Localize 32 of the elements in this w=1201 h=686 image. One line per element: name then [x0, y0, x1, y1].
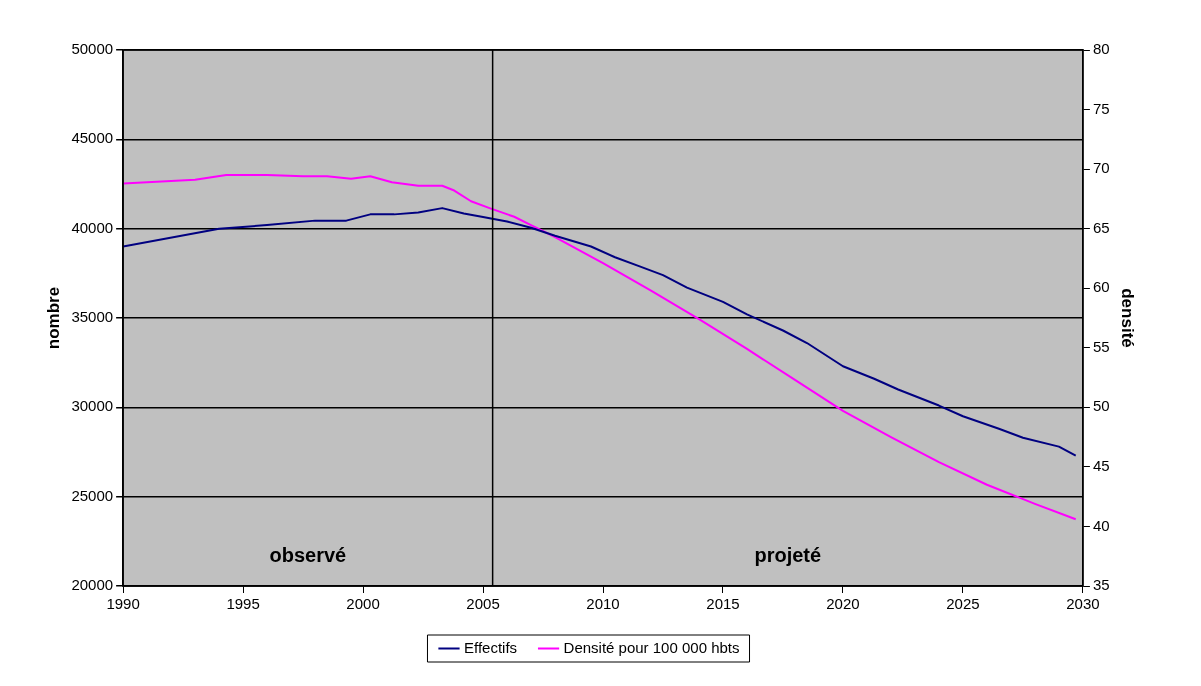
y2-tick-label: 60 [1092, 278, 1110, 296]
y-tick-label: 45000 [71, 129, 114, 147]
x-tick-label: 1995 [226, 595, 260, 613]
x-tick-label: 2000 [346, 595, 380, 613]
y2-tick-label: 80 [1092, 40, 1110, 58]
y-axis-title: nombre [43, 286, 63, 350]
y2-tick-label: 55 [1092, 337, 1110, 355]
x-tick-label: 1990 [106, 595, 140, 613]
y2-tick-label: 45 [1092, 457, 1110, 475]
y2-tick-label: 70 [1092, 159, 1110, 177]
x-tick-label: 2020 [826, 595, 860, 613]
y2-tick-label: 65 [1092, 218, 1110, 236]
x-tick-label: 2025 [946, 595, 980, 613]
y2-tick-label: 75 [1092, 99, 1110, 117]
y2-tick-label: 40 [1092, 516, 1110, 534]
y-tick-label: 20000 [71, 576, 114, 594]
y-tick-label: 50000 [71, 40, 114, 58]
y-tick-label: 40000 [71, 218, 114, 236]
y2-tick-label: 50 [1092, 397, 1110, 415]
y-tick-label: 25000 [71, 486, 114, 504]
x-tick-label: 2030 [1066, 595, 1100, 613]
x-tick-label: 2005 [466, 595, 500, 613]
annotation: projeté [754, 543, 822, 566]
legend-label: Effectifs [463, 638, 518, 656]
annotation: observé [269, 543, 347, 566]
x-tick-label: 2015 [706, 595, 740, 613]
legend-label: Densité pour 100 000 hbts [563, 638, 740, 656]
x-tick-label: 2010 [586, 595, 620, 613]
y2-tick-label: 35 [1092, 576, 1110, 594]
y-tick-label: 30000 [71, 397, 114, 415]
y2-axis-title: densité [1118, 288, 1138, 348]
y-tick-label: 35000 [71, 308, 114, 326]
